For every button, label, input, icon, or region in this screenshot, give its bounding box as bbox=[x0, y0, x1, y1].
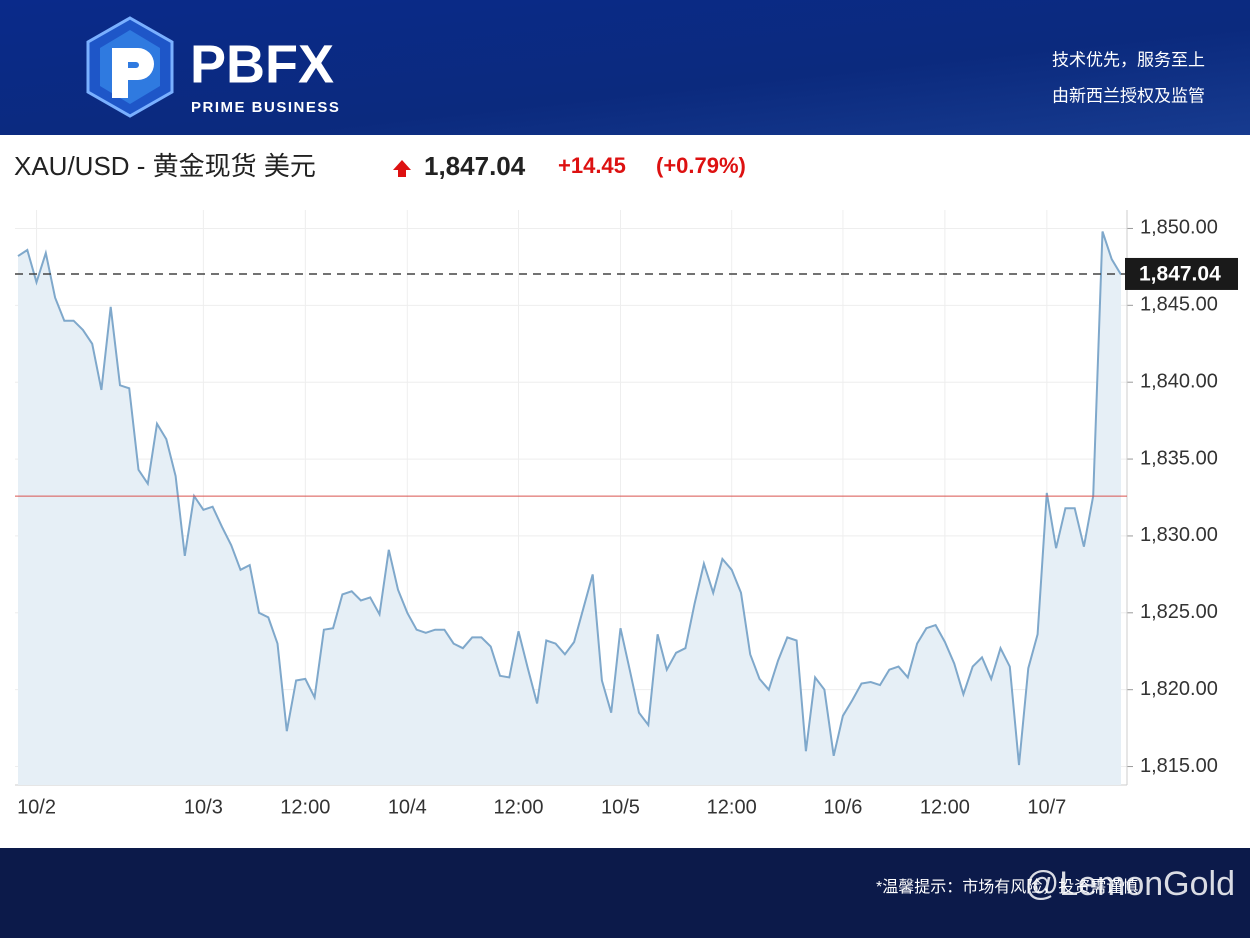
x-tick-label: 12:00 bbox=[707, 796, 757, 818]
quote-symbol: XAU/USD - 黄金现货 美元 bbox=[14, 151, 316, 181]
last-price-box bbox=[1125, 257, 1238, 290]
watermark: @LemonGold bbox=[1025, 865, 1235, 903]
slogan: 技术优先，服务至上 bbox=[1052, 50, 1205, 69]
price-line bbox=[17, 231, 1122, 766]
x-tick-label: 12:00 bbox=[920, 796, 970, 818]
y-tick-label: 1,835.00 bbox=[1140, 447, 1218, 469]
x-tick-label: 12:00 bbox=[493, 796, 543, 818]
x-tick-label: 10/4 bbox=[388, 796, 427, 818]
last-price-label: 1,847.04 bbox=[1139, 263, 1221, 286]
x-tick-label: 10/7 bbox=[1027, 796, 1066, 818]
y-tick-label: 1,830.00 bbox=[1140, 524, 1218, 546]
y-tick-label: 1,840.00 bbox=[1140, 370, 1218, 392]
quote-change: +14.45 bbox=[558, 153, 626, 178]
quote-change-pct: (+0.79%) bbox=[656, 153, 746, 178]
y-tick-label: 1,850.00 bbox=[1140, 217, 1218, 239]
y-tick-label: 1,825.00 bbox=[1140, 601, 1218, 623]
area bbox=[18, 231, 1121, 785]
x-tick-label: 10/3 bbox=[184, 796, 223, 818]
brand-sub: PRIME BUSINESS bbox=[191, 99, 340, 116]
x-tick-label: 10/5 bbox=[601, 796, 640, 818]
header-band bbox=[0, 0, 1250, 135]
logo bbox=[86, 16, 174, 118]
x-tick-label: 12:00 bbox=[280, 796, 330, 818]
y-tick-label: 1,815.00 bbox=[1140, 755, 1218, 777]
license: 由新西兰授权及监管 bbox=[1052, 86, 1205, 105]
up-arrow bbox=[393, 160, 411, 177]
brand: PBFX bbox=[190, 34, 334, 94]
x-tick-label: 10/6 bbox=[823, 796, 862, 818]
y-tick-label: 1,820.00 bbox=[1140, 678, 1218, 700]
footer-notice: *温馨提示：市场有风险，投资需谨慎 bbox=[876, 878, 1138, 896]
footer-band bbox=[0, 848, 1250, 938]
y-tick-label: 1,845.00 bbox=[1140, 294, 1218, 316]
x-tick-label: 10/2 bbox=[17, 796, 56, 818]
quote-price: 1,847.04 bbox=[424, 151, 526, 181]
chart: 1,815.00 1,820.00 1,825.00 1,830.00 1,835.00… bbox=[15, 210, 1238, 818]
